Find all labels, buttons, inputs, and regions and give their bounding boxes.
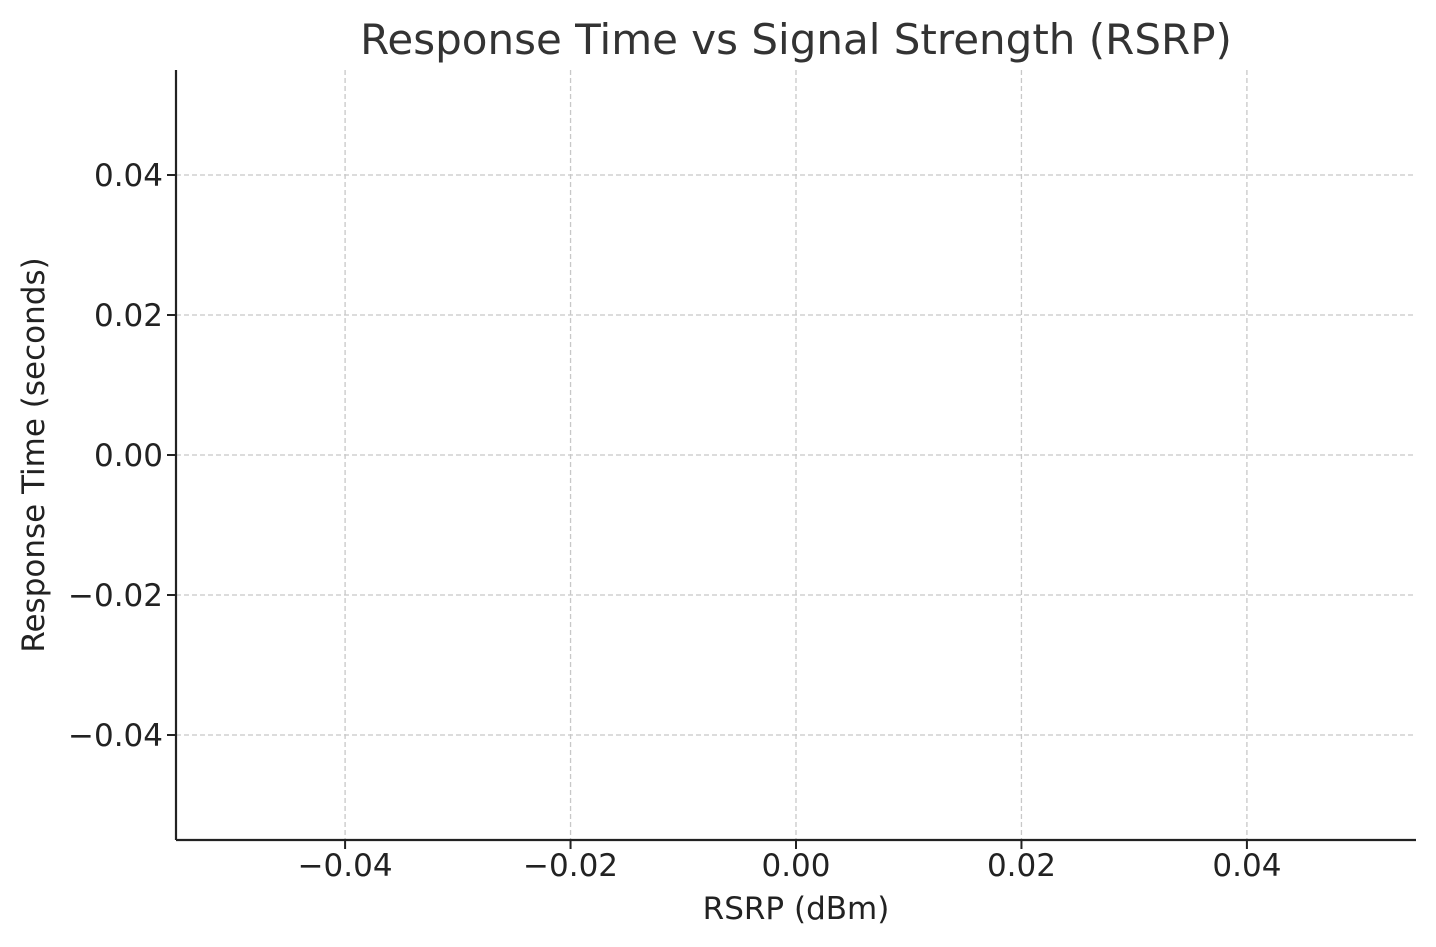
x-tick-label: −0.04: [298, 848, 393, 884]
x-axis-ticks: −0.04 −0.02 0.00 0.02 0.04: [298, 840, 1281, 884]
y-tick-label: −0.04: [68, 718, 163, 754]
y-axis-ticks: −0.04 −0.02 0.00 0.02 0.04: [68, 158, 176, 754]
y-tick-label: 0.00: [94, 438, 163, 474]
x-axis-label: RSRP (dBm): [703, 891, 890, 927]
chart-title: Response Time vs Signal Strength (RSRP): [360, 15, 1232, 64]
y-axis-label: Response Time (seconds): [16, 257, 52, 652]
x-tick-label: 0.00: [761, 848, 830, 884]
grid-lines: [176, 70, 1416, 840]
x-tick-label: 0.02: [987, 848, 1056, 884]
x-tick-label: 0.04: [1212, 848, 1281, 884]
y-tick-label: 0.04: [94, 158, 163, 194]
y-tick-label: 0.02: [94, 298, 163, 334]
x-tick-label: −0.02: [523, 848, 618, 884]
y-tick-label: −0.02: [68, 578, 163, 614]
